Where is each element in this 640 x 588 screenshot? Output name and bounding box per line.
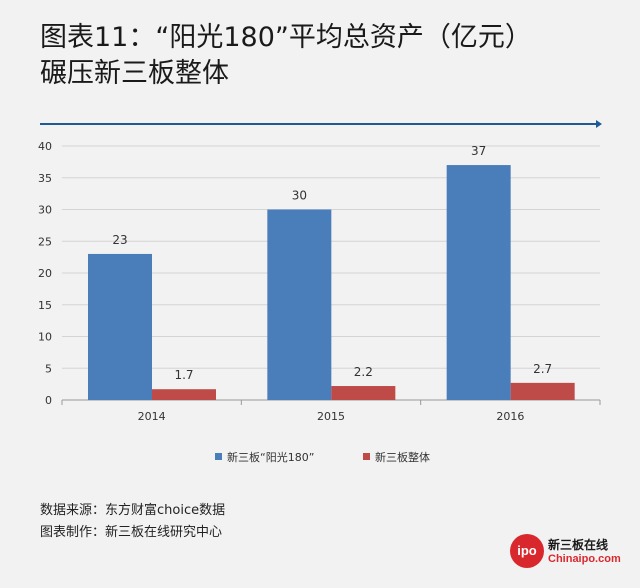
data-label: 30: [292, 189, 307, 203]
y-tick-label: 0: [45, 394, 52, 407]
data-source-text: 数据来源：东方财富choice数据: [40, 503, 226, 518]
legend-label: 新三板“阳光180”: [227, 450, 314, 464]
y-tick-label: 15: [38, 299, 52, 312]
chart-maker-text: 图表制作：新三板在线研究中心: [40, 525, 223, 540]
legend-label: 新三板整体: [375, 450, 430, 464]
bar-overall: [152, 389, 216, 400]
y-tick-label: 25: [38, 235, 52, 248]
y-tick-label: 30: [38, 204, 52, 217]
bar-overall: [331, 386, 396, 400]
title-line-1: 图表11：“阳光180”平均总资产（亿元）: [40, 22, 532, 53]
logo-name-en: Chinaipo.com: [548, 553, 621, 565]
data-label: 2.7: [533, 362, 552, 376]
title-divider-arrow: [596, 120, 602, 128]
x-tick-label: 2015: [317, 410, 345, 423]
source-notes: 数据来源：东方财富choice数据 图表制作：新三板在线研究中心: [40, 500, 225, 544]
chart-title: 图表11：“阳光180”平均总资产（亿元） 碾压新三板整体: [40, 20, 620, 92]
logo-badge-icon: ipo: [510, 534, 544, 568]
y-tick-label: 40: [38, 140, 52, 153]
x-tick-label: 2014: [138, 410, 166, 423]
bar-yangguang180: [267, 209, 332, 400]
bar-overall: [510, 382, 575, 400]
title-line-2: 碾压新三板整体: [40, 58, 229, 89]
data-label: 23: [112, 233, 127, 247]
bar-yangguang180: [88, 253, 152, 400]
data-label: 2.2: [354, 365, 373, 379]
data-label: 37: [471, 144, 486, 158]
bar-yangguang180: [446, 165, 511, 400]
chinaipo-logo: ipo 新三板在线 Chinaipo.com: [510, 532, 621, 574]
data-label: 1.7: [174, 368, 193, 382]
y-tick-label: 20: [38, 267, 52, 280]
legend-swatch: [215, 453, 222, 460]
y-tick-label: 35: [38, 172, 52, 185]
title-divider: [40, 123, 600, 125]
bar-chart: 0 5 10 15 20 25 30 35 40 2014 23 1.7 2015 30 2.2 2016 37…: [38, 140, 601, 464]
y-tick-label: 5: [45, 362, 52, 375]
logo-name-cn: 新三板在线: [548, 538, 609, 552]
x-tick-label: 2016: [496, 410, 524, 423]
y-tick-label: 10: [38, 331, 52, 344]
legend-swatch: [363, 453, 370, 460]
